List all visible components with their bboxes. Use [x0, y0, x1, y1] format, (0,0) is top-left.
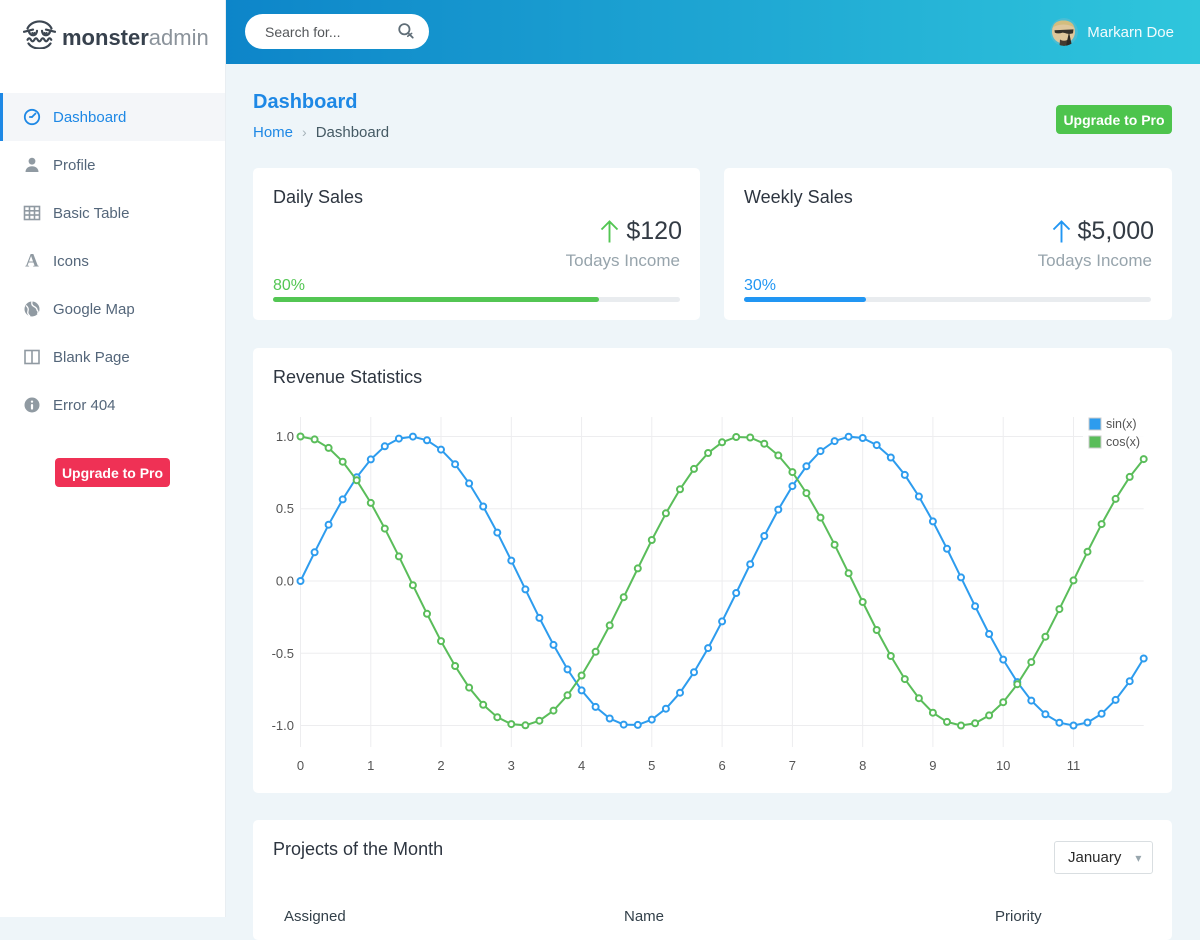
svg-text:1.0: 1.0: [276, 429, 294, 444]
svg-text:5: 5: [648, 758, 655, 773]
svg-text:7: 7: [789, 758, 796, 773]
svg-text:cos(x): cos(x): [1106, 435, 1140, 449]
svg-text:-1.0: -1.0: [272, 718, 294, 733]
svg-text:10: 10: [996, 758, 1010, 773]
svg-text:0.0: 0.0: [276, 574, 294, 589]
svg-text:sin(x): sin(x): [1106, 417, 1137, 431]
svg-text:8: 8: [859, 758, 866, 773]
svg-text:3: 3: [508, 758, 515, 773]
svg-text:6: 6: [718, 758, 725, 773]
svg-text:11: 11: [1067, 758, 1081, 773]
svg-text:2: 2: [437, 758, 444, 773]
svg-text:4: 4: [578, 758, 585, 773]
svg-text:1: 1: [367, 758, 374, 773]
svg-text:9: 9: [929, 758, 936, 773]
svg-text:0.5: 0.5: [276, 501, 294, 516]
svg-text:0: 0: [297, 758, 304, 773]
svg-text:-0.5: -0.5: [272, 646, 294, 661]
svg-text:A: A: [25, 252, 39, 270]
